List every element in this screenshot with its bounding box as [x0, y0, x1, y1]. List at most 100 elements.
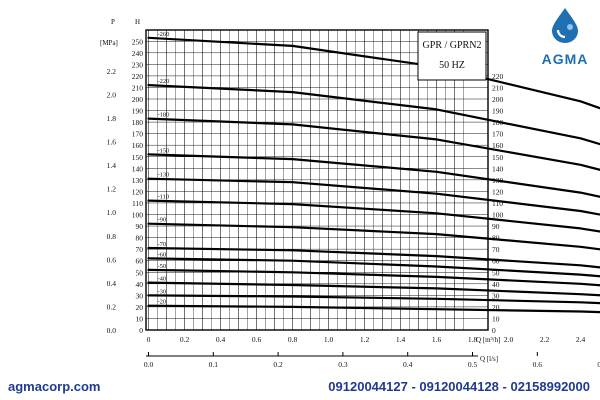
head-right-tick-label: 50	[492, 268, 500, 277]
head-left-tick-label: 200	[132, 95, 144, 104]
curve-label-20: -20	[158, 299, 167, 306]
head-left-tick-label: 100	[132, 211, 144, 220]
flow-ls-tick-label: 0.1	[209, 360, 219, 369]
head-left-tick-label: 150	[132, 153, 144, 162]
curve-label-220: -220	[158, 78, 170, 85]
head-right-tick-label: 70	[492, 245, 500, 254]
pump-curve-30	[147, 294, 600, 305]
head-left-tick-label: 210	[132, 83, 144, 92]
head-left-tick-label: 110	[132, 199, 143, 208]
flow-m3h-tick-label: 0.2	[180, 335, 190, 344]
flow-ls-axis-ticks: 0.00.10.20.30.40.50.60.70.80.9	[144, 352, 600, 369]
pump-curve-260	[147, 36, 600, 110]
flow-m3h-tick-label: 0.6	[252, 335, 262, 344]
head-left-tick-label: 120	[132, 187, 144, 196]
head-left-tick-label: 20	[136, 303, 144, 312]
pressure-tick-label: 2.0	[107, 90, 117, 99]
head-left-tick-label: 230	[132, 60, 144, 69]
head-right-tick-label: 90	[492, 222, 500, 231]
head-left-tick-label: 140	[132, 164, 144, 173]
head-left-tick-label: 160	[132, 141, 144, 150]
flow-ls-tick-label: 0.2	[273, 360, 283, 369]
head-right-tick-label: 160	[492, 141, 504, 150]
flow-m3h-tick-label: 1.2	[360, 335, 370, 344]
head-right-tick-label: 210	[492, 83, 504, 92]
pressure-tick-label: 1.6	[107, 138, 117, 147]
head-left-tick-label: 220	[132, 72, 144, 81]
website-link[interactable]: agmacorp.com	[8, 379, 101, 394]
pressure-tick-label: 2.2	[107, 67, 117, 76]
pressure-axis-ticks: 0.0 0.2 0.4 0.6 0.8 1.0 1.2 1.4 1.6 1.8 2.0 2.2	[107, 67, 117, 335]
pump-curve-180	[147, 117, 600, 171]
head-right-axis-ticks: 0 10 20 30 40 50 60 70 80 90 100 110 120 130 140 150 160…	[492, 72, 504, 335]
curve-group	[147, 36, 600, 314]
head-left-tick-label: 250	[132, 37, 144, 46]
head-axis-symbol: H	[135, 18, 140, 26]
curve-label-180: -180	[158, 112, 170, 119]
head-left-tick-label: 10	[136, 314, 144, 323]
curve-label-150: -150	[158, 147, 170, 154]
head-left-tick-label: 190	[132, 107, 144, 116]
head-right-tick-label: 10	[492, 314, 500, 323]
head-right-tick-label: 60	[492, 257, 500, 266]
logo-text: AGMA	[541, 51, 589, 67]
pressure-tick-label: 0.6	[107, 255, 117, 264]
pressure-tick-label: 1.2	[107, 185, 117, 194]
head-right-tick-label: 0	[492, 326, 496, 335]
head-right-tick-label: 190	[492, 107, 504, 116]
pressure-tick-label: 0.8	[107, 232, 117, 241]
head-left-tick-label: 90	[136, 222, 144, 231]
flow-m3h-tick-label: 1.8	[468, 335, 478, 344]
pump-curve-90	[147, 222, 600, 251]
head-right-tick-label: 20	[492, 303, 500, 312]
pressure-axis-unit: [MPa]	[100, 39, 118, 47]
head-right-tick-label: 30	[492, 291, 500, 300]
head-right-tick-label: 200	[492, 95, 504, 104]
head-right-tick-label: 150	[492, 153, 504, 162]
head-right-tick-label: 40	[492, 280, 500, 289]
curve-label-70: -70	[158, 241, 167, 248]
pump-curve-110	[147, 199, 600, 233]
flow-m3h-axis-ticks: 00.20.40.60.81.01.21.41.61.82.02.22.42.6…	[147, 335, 586, 344]
water-drop-icon	[552, 8, 578, 43]
flow-m3h-tick-label: 1.4	[396, 335, 406, 344]
curve-label-50: -50	[158, 263, 167, 270]
pump-curve-220	[147, 84, 600, 146]
flow-m3h-tick-label: 0.8	[288, 335, 298, 344]
flow-ls-tick-label: 0.7	[597, 360, 600, 369]
legend-model: GPR / GPRN2	[423, 40, 482, 51]
curve-label-group: -20 -30 -40 -50 -60 -70 -90 -110 -130 -150 -180 -22…	[158, 31, 170, 306]
curve-label-110: -110	[158, 194, 170, 201]
flow-m3h-tick-label: 2.4	[576, 335, 586, 344]
flow-ls-tick-label: 0.0	[144, 360, 154, 369]
agma-logo: AGMA	[538, 6, 592, 70]
head-right-tick-label: 180	[492, 118, 504, 127]
flow-m3h-tick-label: 2.0	[504, 335, 514, 344]
head-left-tick-label: 40	[136, 280, 144, 289]
grid-lines	[146, 30, 488, 331]
head-right-tick-label: 170	[492, 130, 504, 139]
flow-ls-tick-label: 0.3	[338, 360, 348, 369]
flow-ls-tick-label: 0.4	[403, 360, 413, 369]
pressure-tick-label: 1.0	[107, 208, 117, 217]
flow-m3h-tick-label: 1.0	[324, 335, 334, 344]
head-right-tick-label: 100	[492, 211, 504, 220]
head-left-tick-label: 180	[132, 118, 144, 127]
pressure-tick-label: 0.2	[107, 302, 117, 311]
head-left-tick-label: 30	[136, 291, 144, 300]
flow-ls-tick-label: 0.6	[533, 360, 543, 369]
head-left-tick-label: 130	[132, 176, 144, 185]
pump-curve-40	[147, 281, 600, 297]
legend-box	[417, 31, 487, 81]
head-left-tick-label: 60	[136, 257, 144, 266]
flow-m3h-tick-label: 1.6	[432, 335, 442, 344]
head-left-axis-ticks: 0 10 20 30 40 50 60 70 80 90 100 110 120 130 140 150 160…	[132, 37, 144, 335]
head-right-tick-label: 110	[492, 199, 503, 208]
head-right-tick-label: 220	[492, 72, 504, 81]
pump-curve-150	[147, 153, 600, 198]
curve-label-40: -40	[158, 276, 167, 283]
pump-curve-20	[147, 304, 600, 314]
head-left-tick-label: 0	[139, 326, 143, 335]
head-right-tick-label: 80	[492, 234, 500, 243]
